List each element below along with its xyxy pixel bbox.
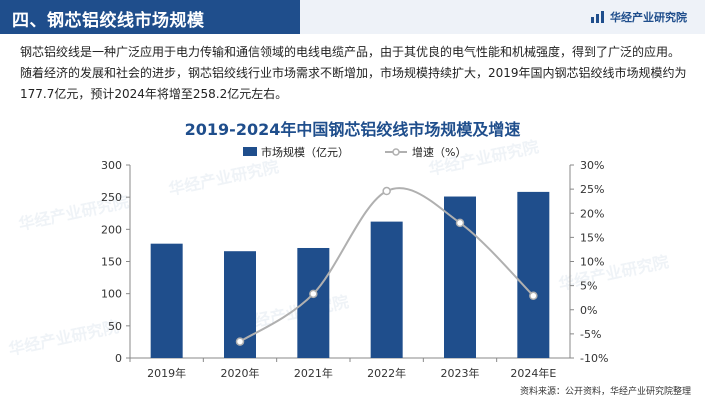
x-tick-label: 2021年: [294, 366, 333, 380]
y2-tick-label: -5%: [580, 328, 601, 341]
y-tick-label: 150: [101, 256, 122, 269]
intro-paragraph: 钢芯铝绞线是一种广泛应用于电力传输和通信领域的电线电缆产品，由于其优良的电气性能…: [20, 45, 687, 101]
legend-line-marker: [392, 148, 400, 156]
page-title: 四、钢芯铝绞线市场规模: [12, 11, 205, 31]
growth-point: [529, 291, 538, 301]
watermark: 华经产业研究院: [557, 252, 671, 294]
bar: [517, 191, 550, 358]
y-tick-label: 300: [101, 159, 122, 172]
y2-tick-label: 25%: [580, 183, 604, 196]
growth-point: [455, 218, 465, 228]
y2-tick-label: 15%: [580, 231, 604, 244]
bar: [150, 243, 183, 358]
y2-tick-label: 10%: [580, 256, 604, 269]
x-tick-label: 2024年E: [510, 366, 556, 380]
growth-point: [235, 337, 245, 346]
legend-bar-swatch: [243, 147, 257, 156]
header-band: 四、钢芯铝绞线市场规模 华经产业研究院: [0, 0, 705, 34]
brand-logo-icon: [591, 11, 604, 23]
header-title-bar: 四、钢芯铝绞线市场规模: [0, 0, 300, 34]
y-tick-label: 0: [115, 352, 122, 365]
brand: 华经产业研究院: [591, 9, 687, 25]
legend-bar-label: 市场规模（亿元）: [261, 145, 349, 159]
watermark: 华经产业研究院: [167, 157, 281, 199]
brand-name: 华经产业研究院: [610, 11, 687, 24]
y-tick-label: 200: [101, 223, 122, 236]
y2-tick-label: 20%: [580, 207, 604, 220]
watermark: 华经产业研究院: [7, 317, 121, 359]
growth-point: [309, 289, 318, 299]
source-note: 资料来源：公开资料，华经产业研究院整理: [519, 387, 691, 397]
legend-line-label: 增速（%）: [412, 145, 466, 159]
y-tick-label: 50: [108, 320, 122, 333]
y2-tick-label: 30%: [580, 159, 604, 172]
x-tick-label: 2022年: [367, 366, 406, 380]
bar: [370, 221, 403, 358]
y-tick-label: 250: [101, 191, 122, 204]
y2-tick-label: 0%: [580, 304, 597, 317]
chart-title: 2019-2024年中国钢芯铝绞线市场规模及增速: [184, 120, 521, 139]
x-tick-label: 2020年: [221, 366, 260, 380]
x-tick-label: 2019年: [147, 366, 186, 380]
y2-tick-label: 5%: [580, 280, 597, 293]
y2-tick-label: -10%: [580, 352, 608, 365]
x-tick-label: 2023年: [441, 366, 480, 380]
y-tick-label: 100: [101, 288, 122, 301]
growth-point: [382, 186, 391, 196]
